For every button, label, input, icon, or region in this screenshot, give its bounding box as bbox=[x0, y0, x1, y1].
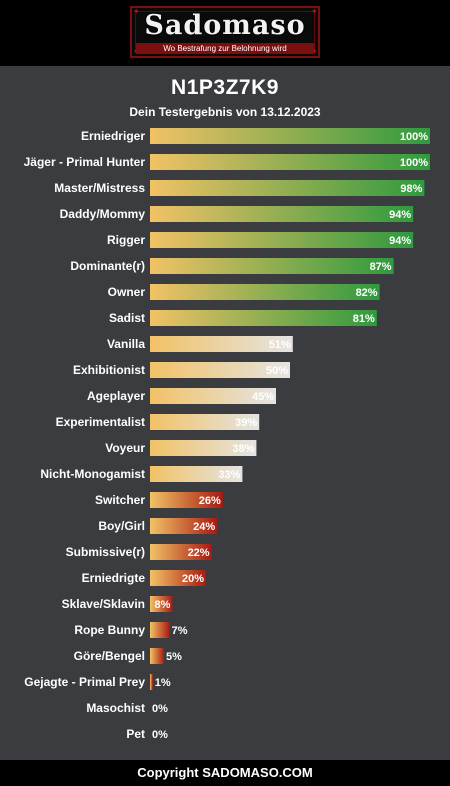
value-label: 81% bbox=[353, 313, 375, 325]
result-bar bbox=[150, 414, 260, 430]
logo-tagline: Wo Bestrafung zur Belohnung wird bbox=[136, 43, 314, 54]
category-label: Vanilla bbox=[107, 337, 145, 351]
value-label: 38% bbox=[232, 443, 254, 455]
category-label: Switcher bbox=[95, 493, 145, 507]
result-bar bbox=[150, 596, 173, 612]
result-bar bbox=[150, 258, 394, 274]
category-label: Dominante(r) bbox=[70, 259, 145, 273]
category-label: Submissive(r) bbox=[66, 545, 145, 559]
result-bar bbox=[150, 206, 414, 222]
category-label: Erniedrigte bbox=[82, 571, 146, 585]
value-label: 39% bbox=[235, 417, 257, 429]
value-label: 22% bbox=[188, 547, 210, 559]
category-label: Rope Bunny bbox=[74, 623, 145, 637]
value-label: 45% bbox=[252, 391, 274, 403]
value-label: 7% bbox=[172, 625, 188, 637]
category-label: Master/Mistress bbox=[54, 181, 145, 195]
value-label: 94% bbox=[389, 209, 411, 221]
category-label: Sadist bbox=[109, 311, 145, 325]
result-bar bbox=[150, 492, 223, 508]
result-bar bbox=[150, 180, 425, 196]
logo-corner-ornament-icon: ✦ bbox=[311, 47, 318, 56]
value-label: 100% bbox=[400, 157, 428, 169]
value-label: 20% bbox=[182, 573, 204, 585]
result-bar bbox=[150, 674, 153, 690]
result-bar bbox=[150, 128, 430, 144]
value-label: 50% bbox=[266, 365, 288, 377]
result-bar bbox=[150, 284, 380, 300]
logo-wordmark: Sadomaso bbox=[144, 10, 306, 41]
category-label: Nicht-Monogamist bbox=[40, 467, 145, 481]
value-label: 100% bbox=[400, 131, 428, 143]
category-label: Experimentalist bbox=[56, 415, 145, 429]
result-bar bbox=[150, 388, 276, 404]
value-label: 5% bbox=[166, 651, 182, 663]
category-label: Voyeur bbox=[105, 441, 145, 455]
category-label: Sklave/Sklavin bbox=[62, 597, 145, 611]
value-label: 8% bbox=[154, 599, 170, 611]
result-bar bbox=[150, 154, 430, 170]
category-label: Boy/Girl bbox=[98, 519, 145, 533]
result-bar bbox=[150, 440, 257, 456]
value-label: 26% bbox=[199, 495, 221, 507]
result-bar bbox=[150, 336, 293, 352]
copyright-footer: Copyright SADOMASO.COM bbox=[0, 760, 450, 786]
category-label: Masochist bbox=[86, 701, 145, 715]
logo-corner-ornament-icon: ✦ bbox=[133, 7, 140, 16]
value-label: 0% bbox=[152, 729, 168, 741]
logo-corner-ornament-icon: ✦ bbox=[311, 7, 318, 16]
category-label: Gejagte - Primal Prey bbox=[24, 675, 145, 689]
site-logo[interactable]: ✦ ✦ ✦ ✦ Sadomaso Wo Bestrafung zur Beloh… bbox=[130, 6, 320, 58]
result-bar bbox=[150, 518, 218, 534]
category-label: Jäger - Primal Hunter bbox=[24, 155, 146, 169]
value-label: 82% bbox=[356, 287, 378, 299]
result-bar bbox=[150, 648, 164, 664]
value-label: 1% bbox=[155, 677, 171, 689]
result-bar bbox=[150, 466, 243, 482]
category-label: Rigger bbox=[107, 233, 145, 247]
value-label: 24% bbox=[193, 521, 215, 533]
category-label: Exhibitionist bbox=[73, 363, 145, 377]
result-bar bbox=[150, 570, 206, 586]
category-label: Ageplayer bbox=[87, 389, 145, 403]
category-label: Erniedriger bbox=[81, 129, 145, 143]
value-label: 33% bbox=[218, 469, 240, 481]
category-label: Owner bbox=[108, 285, 146, 299]
value-label: 0% bbox=[152, 703, 168, 715]
result-bar bbox=[150, 310, 377, 326]
category-label: Daddy/Mommy bbox=[60, 207, 146, 221]
result-bar bbox=[150, 362, 290, 378]
result-bar bbox=[150, 544, 212, 560]
result-bar bbox=[150, 622, 170, 638]
value-label: 98% bbox=[400, 183, 422, 195]
value-label: 51% bbox=[269, 339, 291, 351]
result-subtitle: Dein Testergebnis von 13.12.2023 bbox=[129, 105, 321, 119]
site-header: ✦ ✦ ✦ ✦ Sadomaso Wo Bestrafung zur Beloh… bbox=[0, 0, 450, 66]
category-label: Pet bbox=[126, 727, 145, 741]
result-title: N1P3Z7K9 bbox=[171, 76, 279, 99]
value-label: 94% bbox=[389, 235, 411, 247]
result-bar bbox=[150, 232, 414, 248]
value-label: 87% bbox=[370, 261, 392, 273]
category-label: Göre/Bengel bbox=[74, 649, 145, 663]
